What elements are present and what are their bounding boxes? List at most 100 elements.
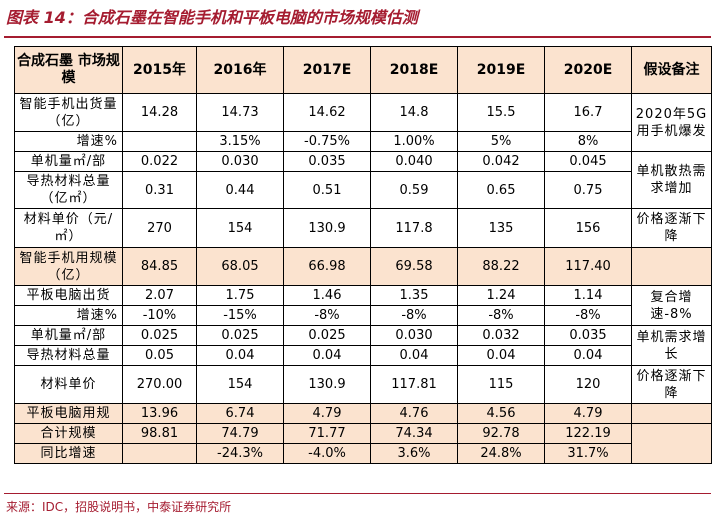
cell: 0.025 bbox=[122, 325, 197, 346]
footer-rule bbox=[4, 493, 711, 494]
cell: -8% bbox=[370, 305, 458, 326]
cell: 115 bbox=[457, 365, 545, 404]
row-label: 平板电脑用规 bbox=[14, 403, 123, 424]
cell: 0.025 bbox=[196, 325, 284, 346]
cell: 0.035 bbox=[283, 151, 371, 172]
cell: 0.31 bbox=[122, 171, 197, 209]
cell: 0.05 bbox=[122, 345, 197, 366]
cell: 0.04 bbox=[196, 345, 284, 366]
table-row: 平板电脑用规 13.96 6.74 4.79 4.76 4.56 4.79 bbox=[14, 403, 712, 424]
cell: -8% bbox=[457, 305, 545, 326]
note-cell bbox=[631, 247, 712, 286]
cell: 2.07 bbox=[122, 285, 197, 306]
table-row: 单机量㎡/部 0.022 0.030 0.035 0.040 0.042 0.0… bbox=[14, 151, 712, 209]
row-label: 导热材料总量（亿㎡） bbox=[14, 171, 123, 209]
table-row: 增速% -10% -15% -8% -8% -8% -8% bbox=[14, 305, 712, 326]
header-year: 2016年 bbox=[196, 46, 284, 94]
table-row: 合计规模 98.81 74.79 71.77 74.34 92.78 122.1… bbox=[14, 423, 712, 464]
cell: 1.00% bbox=[370, 131, 458, 152]
cell: 0.032 bbox=[457, 325, 545, 346]
cell: 88.22 bbox=[457, 247, 545, 286]
cell: -4.0% bbox=[283, 443, 371, 464]
cell: 0.59 bbox=[370, 171, 458, 209]
note-cell bbox=[631, 403, 712, 424]
row-label: 平板电脑出货 bbox=[14, 285, 123, 306]
header-label: 合成石墨 市场规模 bbox=[14, 46, 123, 94]
cell: 14.8 bbox=[370, 93, 458, 132]
cell: -15% bbox=[196, 305, 284, 326]
cell: 4.76 bbox=[370, 403, 458, 424]
table-row: 单机量㎡/部 0.025 0.025 0.025 0.030 0.032 0.0… bbox=[14, 325, 712, 366]
cell: 92.78 bbox=[457, 423, 545, 444]
cell: 0.51 bbox=[283, 171, 371, 209]
cell: 0.04 bbox=[544, 345, 632, 366]
row-label: 单机量㎡/部 bbox=[14, 325, 123, 346]
header-row: 合成石墨 市场规模 2015年 2016年 2017E 2018E 2019E … bbox=[14, 46, 712, 94]
header-year: 2019E bbox=[457, 46, 545, 94]
cell: 8% bbox=[544, 131, 632, 152]
table-row: 智能手机用规模（亿） 84.85 68.05 66.98 69.58 88.22… bbox=[14, 247, 712, 286]
cell: 0.030 bbox=[370, 325, 458, 346]
cell: 15.5 bbox=[457, 93, 545, 132]
row-label: 导热材料总量 bbox=[14, 345, 123, 366]
note-cell: 单机需求增长 bbox=[631, 325, 712, 366]
table-row: 导热材料总量 0.05 0.04 0.04 0.04 0.04 0.04 bbox=[14, 345, 712, 366]
cell: 0.75 bbox=[544, 171, 632, 209]
table-row: 增速% 3.15% -0.75% 1.00% 5% 8% bbox=[14, 131, 712, 152]
cell: 0.042 bbox=[457, 151, 545, 172]
cell: 14.28 bbox=[122, 93, 197, 132]
cell: 74.34 bbox=[370, 423, 458, 444]
cell: 130.9 bbox=[283, 365, 371, 404]
cell: 135 bbox=[457, 208, 545, 248]
cell: 5% bbox=[457, 131, 545, 152]
cell: -24.3% bbox=[196, 443, 284, 464]
row-label: 单机量㎡/部 bbox=[14, 151, 123, 172]
cell: 270.00 bbox=[122, 365, 197, 404]
cell: 0.040 bbox=[370, 151, 458, 172]
cell: -0.75% bbox=[283, 131, 371, 152]
header-year: 2017E bbox=[283, 46, 371, 94]
cell: -8% bbox=[283, 305, 371, 326]
cell: 0.030 bbox=[196, 151, 284, 172]
cell: 0.04 bbox=[283, 345, 371, 366]
cell: 0.04 bbox=[370, 345, 458, 366]
header-year: 2015年 bbox=[122, 46, 197, 94]
row-label: 合计规模 bbox=[14, 423, 123, 444]
cell: 270 bbox=[122, 208, 197, 248]
cell: 1.75 bbox=[196, 285, 284, 306]
cell: 13.96 bbox=[122, 403, 197, 424]
table-row: 平板电脑出货 2.07 1.75 1.46 1.35 1.24 1.14 复合增… bbox=[14, 285, 712, 326]
cell: 1.24 bbox=[457, 285, 545, 306]
cell: 156 bbox=[544, 208, 632, 248]
cell: 14.73 bbox=[196, 93, 284, 132]
cell: 1.14 bbox=[544, 285, 632, 306]
cell: 120 bbox=[544, 365, 632, 404]
header-year: 2018E bbox=[370, 46, 458, 94]
cell: 98.81 bbox=[122, 423, 197, 444]
cell: 74.79 bbox=[196, 423, 284, 444]
note-cell: 单机散热需求增加 bbox=[631, 151, 712, 209]
cell: 24.8% bbox=[457, 443, 545, 464]
cell: 130.9 bbox=[283, 208, 371, 248]
cell: -10% bbox=[122, 305, 197, 326]
note-cell: 价格逐渐下降 bbox=[631, 208, 712, 248]
cell: 117.40 bbox=[544, 247, 632, 286]
cell: 0.022 bbox=[122, 151, 197, 172]
cell: 66.98 bbox=[283, 247, 371, 286]
cell: 0.035 bbox=[544, 325, 632, 346]
cell bbox=[122, 131, 197, 152]
cell: 122.19 bbox=[544, 423, 632, 444]
source-note: 来源：IDC，招股说明书，中泰证券研究所 bbox=[6, 500, 232, 514]
cell: 14.62 bbox=[283, 93, 371, 132]
row-label: 材料单价（元/㎡） bbox=[14, 208, 123, 248]
header-year: 2020E bbox=[544, 46, 632, 94]
table-row: 材料单价 270.00 154 130.9 117.81 115 120 价格逐… bbox=[14, 365, 712, 404]
cell: 0.025 bbox=[283, 325, 371, 346]
cell: 31.7% bbox=[544, 443, 632, 464]
cell: -8% bbox=[544, 305, 632, 326]
cell: 117.8 bbox=[370, 208, 458, 248]
cell: 154 bbox=[196, 365, 284, 404]
table-row: 智能手机出货量（亿） 14.28 14.73 14.62 14.8 15.5 1… bbox=[14, 93, 712, 152]
row-label: 智能手机用规模（亿） bbox=[14, 247, 123, 286]
cell: 71.77 bbox=[283, 423, 371, 444]
